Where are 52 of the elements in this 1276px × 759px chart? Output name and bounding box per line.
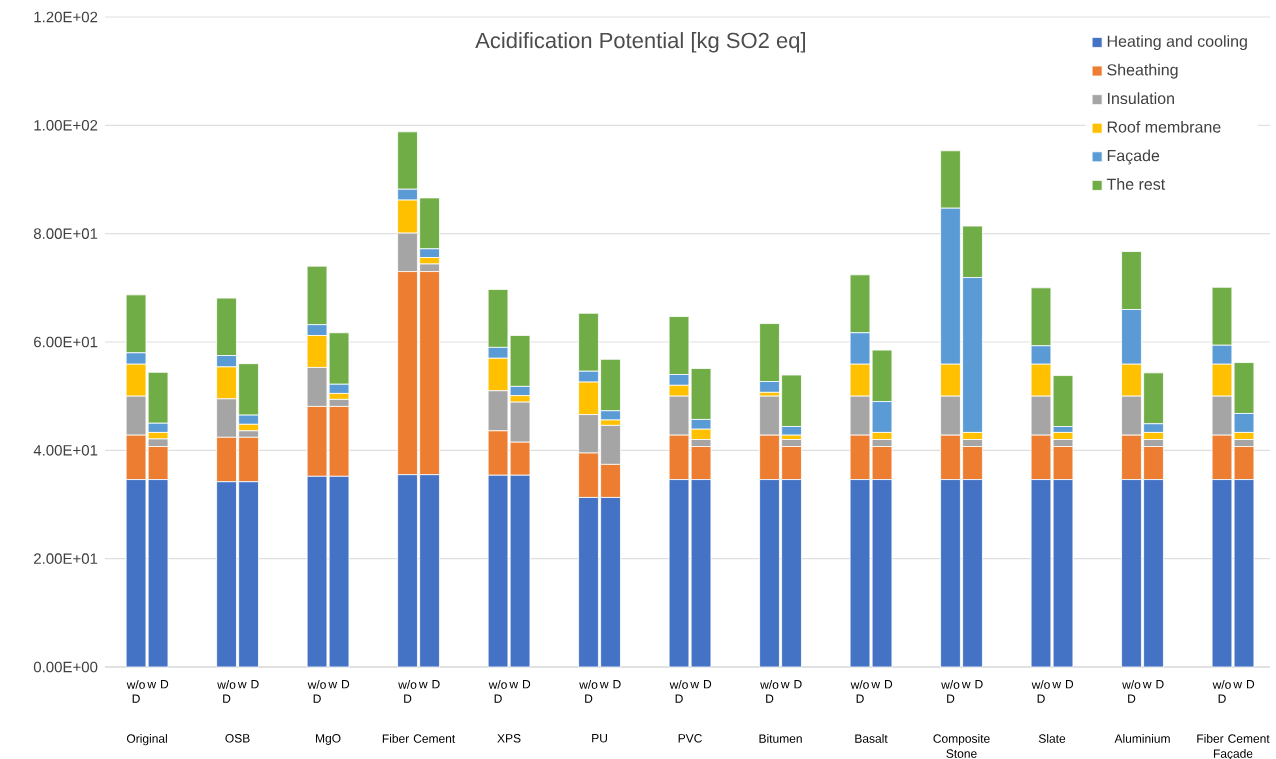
x-tick-label: w/o D	[941, 680, 960, 703]
x-tick-label: w D	[418, 680, 440, 689]
y-tick-label: 8.00E+01	[33, 228, 98, 239]
legend-label: Heating and cooling	[1107, 35, 1247, 51]
x-tick-label: w D	[871, 680, 893, 689]
x-tick-label: w/o D	[217, 680, 236, 703]
x-tick-label: w/o D	[579, 680, 598, 703]
y-tick-label: 1.00E+02	[34, 120, 98, 131]
x-tick-label: w D	[690, 680, 712, 689]
y-tick-label: 6.00E+01	[34, 336, 98, 348]
legend-label: Sheathing	[1107, 63, 1178, 79]
x-tick-label: w D	[1052, 680, 1074, 689]
text: Basalt	[855, 734, 888, 743]
x-tick-label: w D	[780, 680, 802, 689]
text: Composite Stone	[933, 734, 990, 758]
x-tick-label: w/o D	[850, 680, 869, 703]
x-tick-label: w/o D	[760, 680, 779, 703]
y-tick-label: 2.00E+01	[34, 553, 98, 564]
x-tick-label: w D	[147, 680, 169, 689]
x-tick-label: w/o D	[1212, 680, 1231, 703]
legend-label: The rest	[1106, 178, 1166, 190]
text: Original	[126, 734, 167, 746]
text: Slate	[1038, 734, 1066, 743]
text: Acidification Potential [kg SO2 eq]	[475, 32, 805, 53]
x-tick-label: w D	[328, 680, 350, 689]
x-tick-label: w D	[237, 680, 259, 689]
y-tick-label: 1.20E+02	[34, 11, 98, 23]
x-tick-label: w D	[1142, 680, 1164, 689]
legend-label: Façade	[1107, 149, 1160, 165]
x-tick-label: w D	[599, 680, 621, 689]
text: XPS	[497, 734, 521, 743]
text: Aluminium	[1114, 734, 1170, 743]
legend-label: Roof membrane	[1107, 120, 1221, 133]
y-tick-label: 0.00E+00	[33, 661, 98, 673]
x-tick-label: w/o D	[669, 680, 688, 703]
x-tick-label: w/o D	[1122, 680, 1141, 703]
x-tick-label: w D	[1233, 680, 1255, 689]
x-tick-label: w/o D	[1031, 680, 1050, 703]
text: OSB	[225, 734, 250, 743]
text: MgO	[316, 734, 341, 745]
x-tick-label: w/o D	[398, 680, 417, 703]
x-tick-label: w/o D	[126, 680, 145, 703]
x-tick-label: w/o D	[307, 680, 326, 703]
legend-label: Insulation	[1107, 92, 1174, 105]
y-tick-label: 4.00E+01	[33, 445, 98, 456]
text: Bitumen	[759, 734, 802, 743]
text: PVC	[678, 734, 702, 743]
x-tick-label: w D	[961, 680, 983, 689]
text: PU	[592, 734, 607, 743]
x-tick-label: w D	[509, 680, 531, 689]
x-tick-label: w/o D	[488, 680, 507, 703]
text: Fiber Cement	[382, 734, 456, 743]
